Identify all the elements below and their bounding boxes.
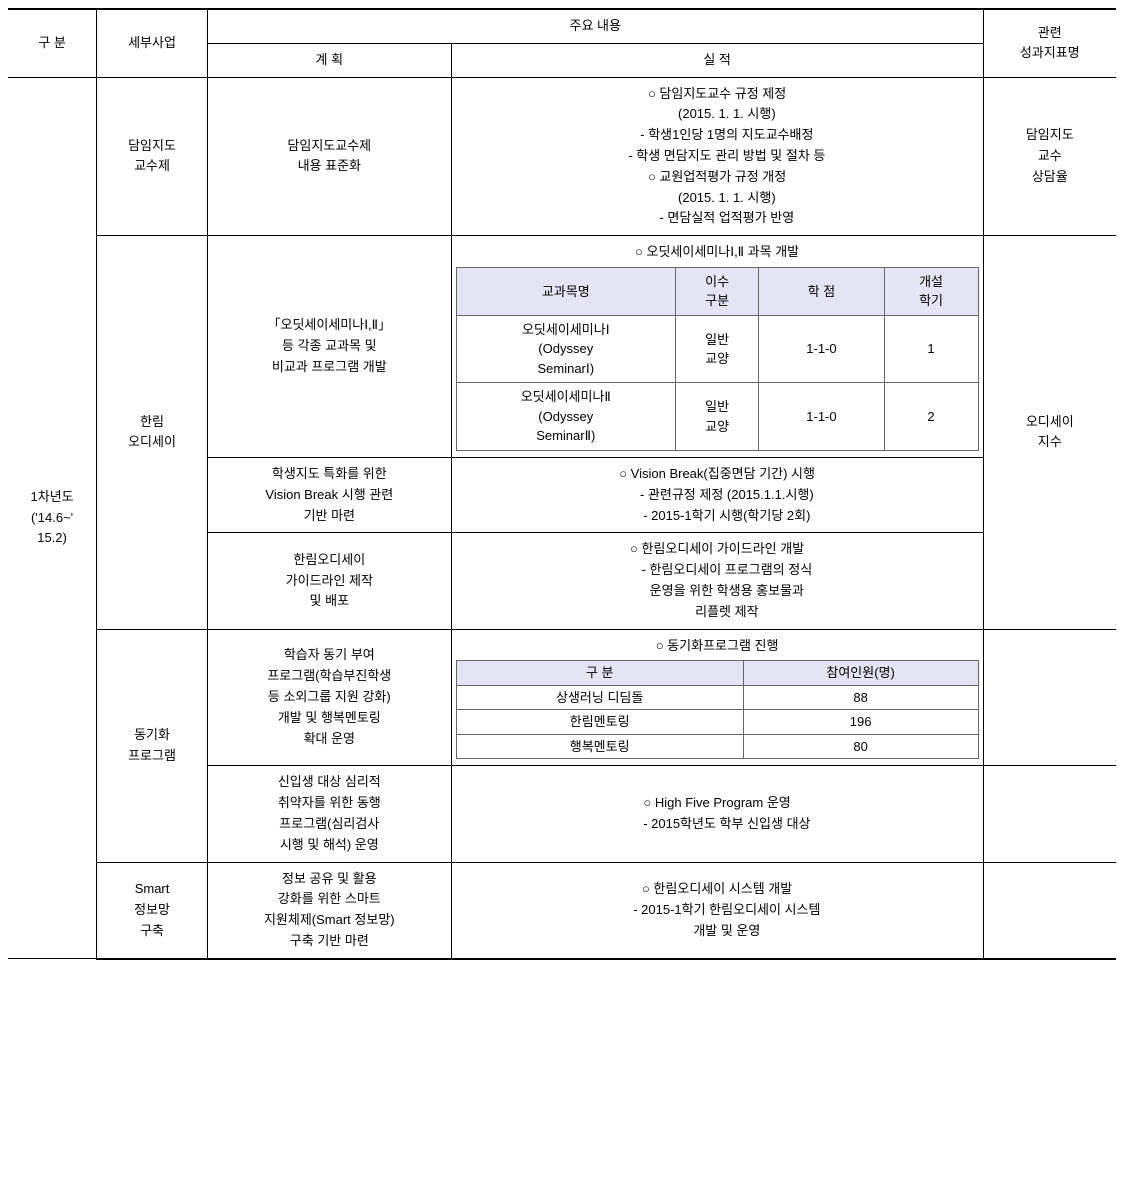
inner-td: 88 xyxy=(743,685,978,710)
main-table: 구 분 세부사업 주요 내용 관련 성과지표명 계 획 실 적 1차년도 ('1… xyxy=(8,8,1116,960)
cell-plan: 「오딧세이세미나Ⅰ,Ⅱ」 등 각종 교과목 및 비교과 프로그램 개발 xyxy=(207,236,451,458)
result-line: ○ 동기화프로그램 진행 xyxy=(456,636,979,657)
th-plan: 계 획 xyxy=(207,43,451,77)
inner-td: 1-1-0 xyxy=(759,315,884,383)
result-line: ○ 한림오디세이 가이드라인 개발 xyxy=(456,539,979,560)
cell-kpi xyxy=(983,629,1116,766)
result-line: - 학생1인당 1명의 지도교수배정 xyxy=(456,125,979,146)
cell-plan: 신입생 대상 심리적 취약자를 위한 동행 프로그램(심리검사 시행 및 해석)… xyxy=(207,766,451,862)
inner-th: 학 점 xyxy=(759,267,884,315)
th-gubun: 구 분 xyxy=(8,9,97,77)
result-line: - 관련규정 제정 (2015.1.1.시행) xyxy=(456,485,979,506)
inner-td: 2 xyxy=(884,383,978,451)
th-sub: 세부사업 xyxy=(97,9,208,77)
cell-sub: 한림 오디세이 xyxy=(97,236,208,629)
result-line: (2015. 1. 1. 시행) xyxy=(456,104,979,125)
inner-td: 80 xyxy=(743,734,978,759)
inner-td: 196 xyxy=(743,710,978,735)
th-main: 주요 내용 xyxy=(207,9,983,43)
th-result: 실 적 xyxy=(451,43,983,77)
cell-result: ○ 한림오디세이 가이드라인 개발 - 한림오디세이 프로그램의 정식 운영을 … xyxy=(451,533,983,629)
result-line: ○ 한림오디세이 시스템 개발 xyxy=(456,879,979,900)
cell-sub: 담임지도 교수제 xyxy=(97,77,208,236)
cell-plan: 정보 공유 및 활용 강화를 위한 스마트 지원체제(Smart 정보망) 구축… xyxy=(207,862,451,959)
table-row: 동기화 프로그램 학습자 동기 부여 프로그램(학습부진학생 등 소외그룹 지원… xyxy=(8,629,1116,766)
result-line: (2015. 1. 1. 시행) xyxy=(456,188,979,209)
th-kpi: 관련 성과지표명 xyxy=(983,9,1116,77)
table-row: 1차년도 ('14.6~' 15.2) 담임지도 교수제 담임지도교수제 내용 … xyxy=(8,77,1116,236)
cell-period: 1차년도 ('14.6~' 15.2) xyxy=(8,77,97,959)
cell-kpi: 담임지도 교수 상담율 xyxy=(983,77,1116,236)
result-line: ○ 오딧세이세미나Ⅰ,Ⅱ 과목 개발 xyxy=(456,242,979,263)
cell-plan: 학습자 동기 부여 프로그램(학습부진학생 등 소외그룹 지원 강화) 개발 및… xyxy=(207,629,451,766)
result-line: ○ 교원업적평가 규정 개정 xyxy=(456,167,979,188)
cell-sub: 동기화 프로그램 xyxy=(97,629,208,862)
cell-kpi xyxy=(983,862,1116,959)
cell-sub: Smart 정보망 구축 xyxy=(97,862,208,959)
table-row: 한림 오디세이 「오딧세이세미나Ⅰ,Ⅱ」 등 각종 교과목 및 비교과 프로그램… xyxy=(8,236,1116,458)
inner-th: 교과목명 xyxy=(456,267,675,315)
cell-result: ○ 동기화프로그램 진행 구 분 참여인원(명) 상생러닝 디딤돌 88 한림멘… xyxy=(451,629,983,766)
inner-td: 행복멘토링 xyxy=(456,734,743,759)
cell-plan: 담임지도교수제 내용 표준화 xyxy=(207,77,451,236)
inner-td: 1 xyxy=(884,315,978,383)
result-line: - 2015-1학기 한림오디세이 시스템 개발 및 운영 xyxy=(456,900,979,942)
result-line: - 한림오디세이 프로그램의 정식 운영을 위한 학생용 홍보물과 리플렛 제작 xyxy=(456,560,979,622)
result-line: - 2015학년도 학부 신입생 대상 xyxy=(456,814,979,835)
cell-kpi xyxy=(983,766,1116,862)
result-line: ○ 담임지도교수 규정 제정 xyxy=(456,84,979,105)
inner-td: 일반 교양 xyxy=(675,315,758,383)
cell-result: ○ 담임지도교수 규정 제정 (2015. 1. 1. 시행) - 학생1인당 … xyxy=(451,77,983,236)
cell-kpi: 오디세이 지수 xyxy=(983,236,1116,629)
inner-th: 구 분 xyxy=(456,661,743,686)
inner-td: 1-1-0 xyxy=(759,383,884,451)
table-row: Smart 정보망 구축 정보 공유 및 활용 강화를 위한 스마트 지원체제(… xyxy=(8,862,1116,959)
cell-plan: 학생지도 특화를 위한 Vision Break 시행 관련 기반 마련 xyxy=(207,457,451,532)
inner-th: 개설 학기 xyxy=(884,267,978,315)
result-line: - 2015-1학기 시행(학기당 2회) xyxy=(456,506,979,527)
cell-result: ○ High Five Program 운영 - 2015학년도 학부 신입생 … xyxy=(451,766,983,862)
inner-th: 이수 구분 xyxy=(675,267,758,315)
inner-th: 참여인원(명) xyxy=(743,661,978,686)
inner-table-courses: 교과목명 이수 구분 학 점 개설 학기 오딧세이세미나Ⅰ (Odyssey S… xyxy=(456,267,979,451)
result-line: ○ Vision Break(집중면담 기간) 시행 xyxy=(456,464,979,485)
cell-result: ○ 한림오디세이 시스템 개발 - 2015-1학기 한림오디세이 시스템 개발… xyxy=(451,862,983,959)
inner-td: 한림멘토링 xyxy=(456,710,743,735)
cell-plan: 한림오디세이 가이드라인 제작 및 배포 xyxy=(207,533,451,629)
cell-result: ○ 오딧세이세미나Ⅰ,Ⅱ 과목 개발 교과목명 이수 구분 학 점 개설 학기 … xyxy=(451,236,983,458)
inner-td: 상생러닝 디딤돌 xyxy=(456,685,743,710)
result-line: ○ High Five Program 운영 xyxy=(456,793,979,814)
result-line: - 면담실적 업적평가 반영 xyxy=(456,208,979,229)
inner-td: 오딧세이세미나Ⅰ (Odyssey SeminarⅠ) xyxy=(456,315,675,383)
cell-result: ○ Vision Break(집중면담 기간) 시행 - 관련규정 제정 (20… xyxy=(451,457,983,532)
result-line: - 학생 면담지도 관리 방법 및 절차 등 xyxy=(456,146,979,167)
inner-table-motivation: 구 분 참여인원(명) 상생러닝 디딤돌 88 한림멘토링 196 행복멘토링 … xyxy=(456,660,979,759)
inner-td: 오딧세이세미나Ⅱ (Odyssey SeminarⅡ) xyxy=(456,383,675,451)
inner-td: 일반 교양 xyxy=(675,383,758,451)
